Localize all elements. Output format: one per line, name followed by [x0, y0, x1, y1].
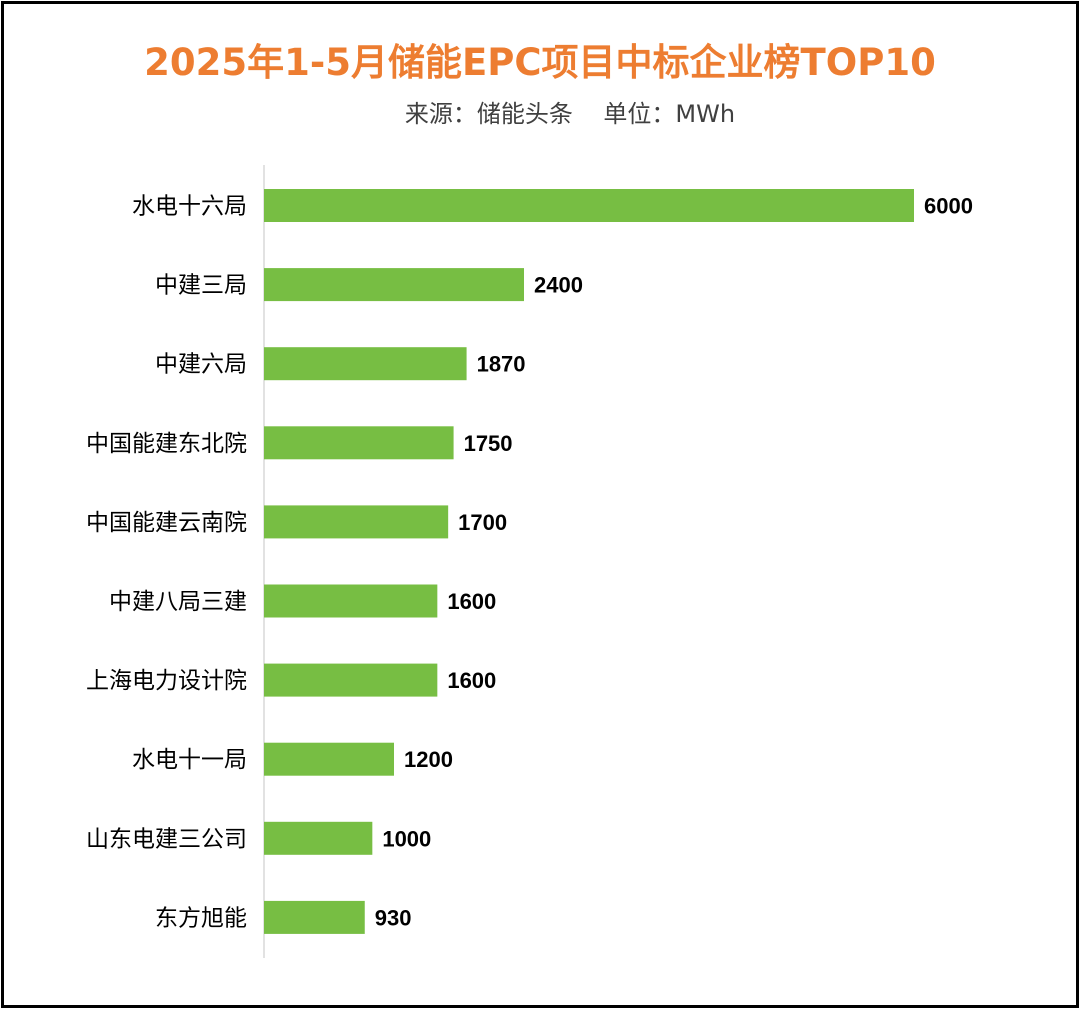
bar	[264, 189, 914, 222]
bar	[264, 742, 394, 776]
bar	[264, 900, 365, 934]
bars-group	[264, 189, 914, 934]
bar	[264, 347, 467, 381]
chart-subtitle: 来源：储能头条 单位：MWh	[404, 100, 736, 128]
bar	[264, 821, 373, 855]
category-label: 中国能建云南院	[86, 510, 247, 536]
data-label: 1000	[382, 826, 431, 851]
bar	[264, 268, 524, 302]
category-label: 中国能建东北院	[86, 431, 247, 457]
category-label: 山东电建三公司	[86, 826, 247, 852]
data-label: 1870	[477, 352, 526, 377]
data-label: 1600	[447, 668, 496, 693]
data-label: 1600	[447, 589, 496, 614]
category-label: 中建六局	[155, 352, 247, 378]
category-label: 中建八局三建	[109, 589, 247, 615]
data-label: 6000	[924, 194, 973, 219]
category-label: 中建三局	[155, 273, 247, 299]
category-label: 水电十一局	[132, 747, 247, 773]
data-label: 1200	[404, 747, 453, 772]
bar	[264, 584, 438, 618]
category-label: 水电十六局	[132, 194, 247, 220]
value-labels-group: 6000 2400 1870 1750 1700 1600 1600 1200 1000 930	[375, 194, 973, 931]
category-labels-group: 水电十六局中建三局中建六局中国能建东北院中国能建云南院中建八局三建上海电力设计院…	[86, 194, 247, 932]
data-label: 930	[375, 905, 412, 930]
data-label: 1700	[458, 510, 507, 535]
chart-title: 2025年1-5月储能EPC项目中标企业榜TOP10	[144, 41, 936, 84]
bar	[264, 426, 454, 460]
category-label: 上海电力设计院	[86, 668, 247, 694]
bar	[264, 505, 449, 539]
data-label: 2400	[534, 273, 583, 298]
data-label: 1750	[464, 431, 513, 456]
category-label: 东方旭能	[155, 905, 247, 931]
bar	[264, 663, 438, 697]
